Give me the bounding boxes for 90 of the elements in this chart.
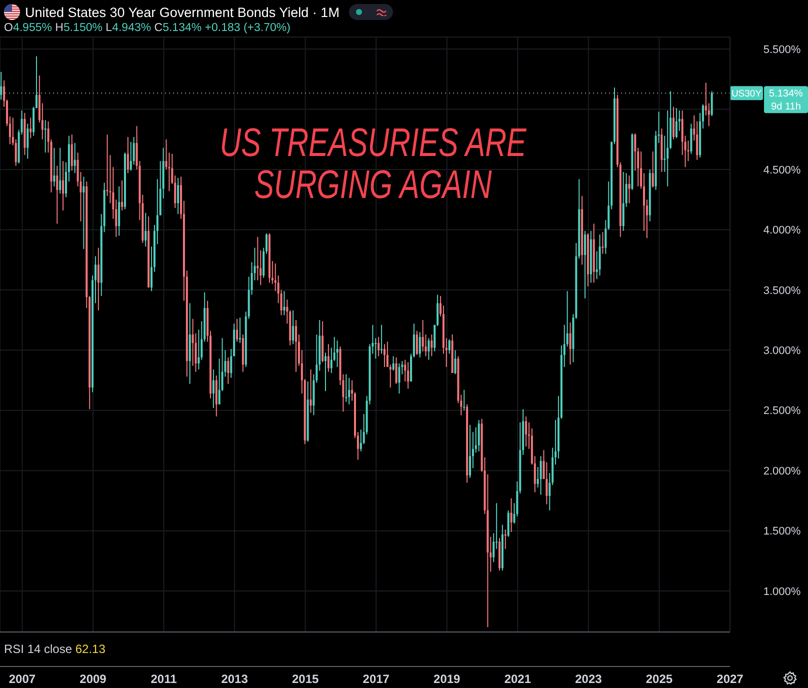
candlestick [212,368,214,408]
candlestick [383,344,386,368]
candlestick [70,134,73,172]
candlestick [398,362,400,394]
candlestick [422,320,424,352]
y-tick-label: 2.500% [763,405,801,418]
candlestick [418,332,421,358]
text: 9d 11h [771,102,801,113]
y-tick-label: 4.500% [763,164,801,176]
ref-line-label: US30Y [731,88,762,100]
candlestick [177,177,180,215]
candlestick [652,150,654,188]
x-tick-label: 2017 [362,672,390,686]
text: 5.134% [769,88,804,100]
x-tick-label: 2027 [716,672,744,686]
candlestick [74,142,76,174]
candlestick [507,510,510,538]
y-tick-label: 3.500% [763,284,801,297]
candlestick [295,320,298,372]
candlestick [416,330,418,356]
candlestick [345,374,348,402]
candlestick [59,147,62,194]
candlestick [672,106,674,140]
y-tick-label: 5.500% [763,44,801,56]
candlestick [62,160,64,211]
candlestick [710,90,713,117]
candlestick [238,317,241,344]
candlestick [675,108,678,139]
candlestick [283,290,286,316]
candlestick [478,420,480,452]
chart-title: United States 30 Year Government Bonds Yield · 1M [25,4,340,20]
candlestick [348,377,350,405]
y-tick-label: 2.000% [763,465,801,478]
candlestick [407,362,410,390]
candlestick [56,165,58,224]
candlestick [0,71,2,100]
y-tick-label: 4.000% [763,224,801,237]
candlestick [428,338,430,360]
x-tick-label: 2015 [292,672,320,686]
candlestick [510,498,512,533]
candlestick [448,338,450,354]
x-tick-label: 2011 [150,672,178,686]
x-tick-label: 2023 [575,672,602,686]
annotation: US TREASURIES ARE SURGING AGAIN [220,121,526,207]
candlestick [310,368,312,414]
x-tick-label: 2013 [221,672,248,686]
candlestick [430,334,433,357]
y-tick-label: 1.000% [763,586,801,598]
candlestick [546,462,548,505]
candlestick [622,171,624,232]
candlestick [525,416,528,448]
candlestick [584,230,586,299]
candlestick [540,456,542,496]
candlestick [469,424,472,478]
candlestick [395,356,398,384]
candlestick [292,310,294,345]
candlestick [336,340,338,368]
x-tick-label: 2009 [80,672,107,686]
x-tick-label: 2019 [434,672,461,686]
x-tick-label: 2021 [504,672,532,686]
candlestick [53,147,56,187]
candlestick [26,123,29,160]
candlestick [236,318,238,342]
text: RSI 14 close 62.13 [4,642,106,656]
y-tick-label: 3.000% [763,345,801,358]
candlestick [602,232,604,254]
candlestick [121,180,124,211]
candlestick [378,336,380,357]
candlestick [30,117,32,139]
candlestick [130,141,132,172]
candlestick [324,352,327,392]
candlestick [256,236,259,281]
candlestick [327,344,330,372]
candlestick [392,356,394,372]
candlestick [97,247,100,311]
candlestick [569,322,572,366]
x-tick-label: 2007 [8,672,36,686]
candlestick [126,136,129,174]
candlestick [144,212,147,248]
x-tick-label: 2025 [646,672,673,686]
candlestick [690,123,692,154]
candlestick [374,338,377,360]
candlestick [227,356,230,384]
chart-subtitle: O4.955% H5.150% L4.943% C5.134% +0.183 (+3.70%) [4,22,290,34]
candlestick [598,234,601,276]
candlestick [82,176,85,250]
y-tick-label: 1.500% [763,526,801,538]
candlestick [463,389,466,411]
candlestick [454,350,456,375]
candlestick [628,175,630,204]
